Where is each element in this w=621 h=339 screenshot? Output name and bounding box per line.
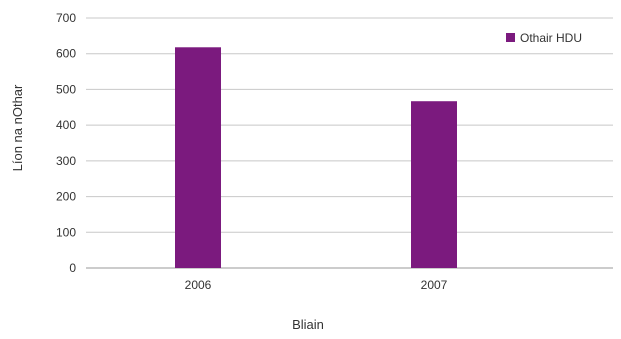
y-tick-label: 200 bbox=[56, 190, 76, 204]
y-tick-label: 300 bbox=[56, 154, 76, 168]
y-tick-label: 0 bbox=[69, 261, 76, 275]
x-axis-ticks: 2006 2007 bbox=[185, 278, 448, 292]
gridlines bbox=[86, 17, 613, 269]
y-tick-label: 700 bbox=[56, 11, 76, 25]
x-tick-label: 2006 bbox=[185, 278, 212, 292]
legend: Othair HDU bbox=[506, 31, 582, 45]
y-tick-label: 400 bbox=[56, 118, 76, 132]
bar-2006 bbox=[175, 47, 221, 269]
bars bbox=[175, 47, 457, 269]
y-tick-label: 500 bbox=[56, 82, 76, 96]
y-axis-ticks: 0 100 200 300 400 500 600 700 bbox=[56, 11, 76, 275]
bar-2007 bbox=[411, 101, 457, 268]
y-axis-title: Líon na nOthar bbox=[10, 84, 25, 171]
x-axis-title: Bliain bbox=[292, 317, 324, 332]
y-tick-label: 600 bbox=[56, 47, 76, 61]
legend-label-othair-hdu: Othair HDU bbox=[520, 31, 582, 45]
y-tick-label: 100 bbox=[56, 225, 76, 239]
legend-swatch-othair-hdu bbox=[506, 33, 515, 42]
x-tick-label: 2007 bbox=[421, 278, 448, 292]
